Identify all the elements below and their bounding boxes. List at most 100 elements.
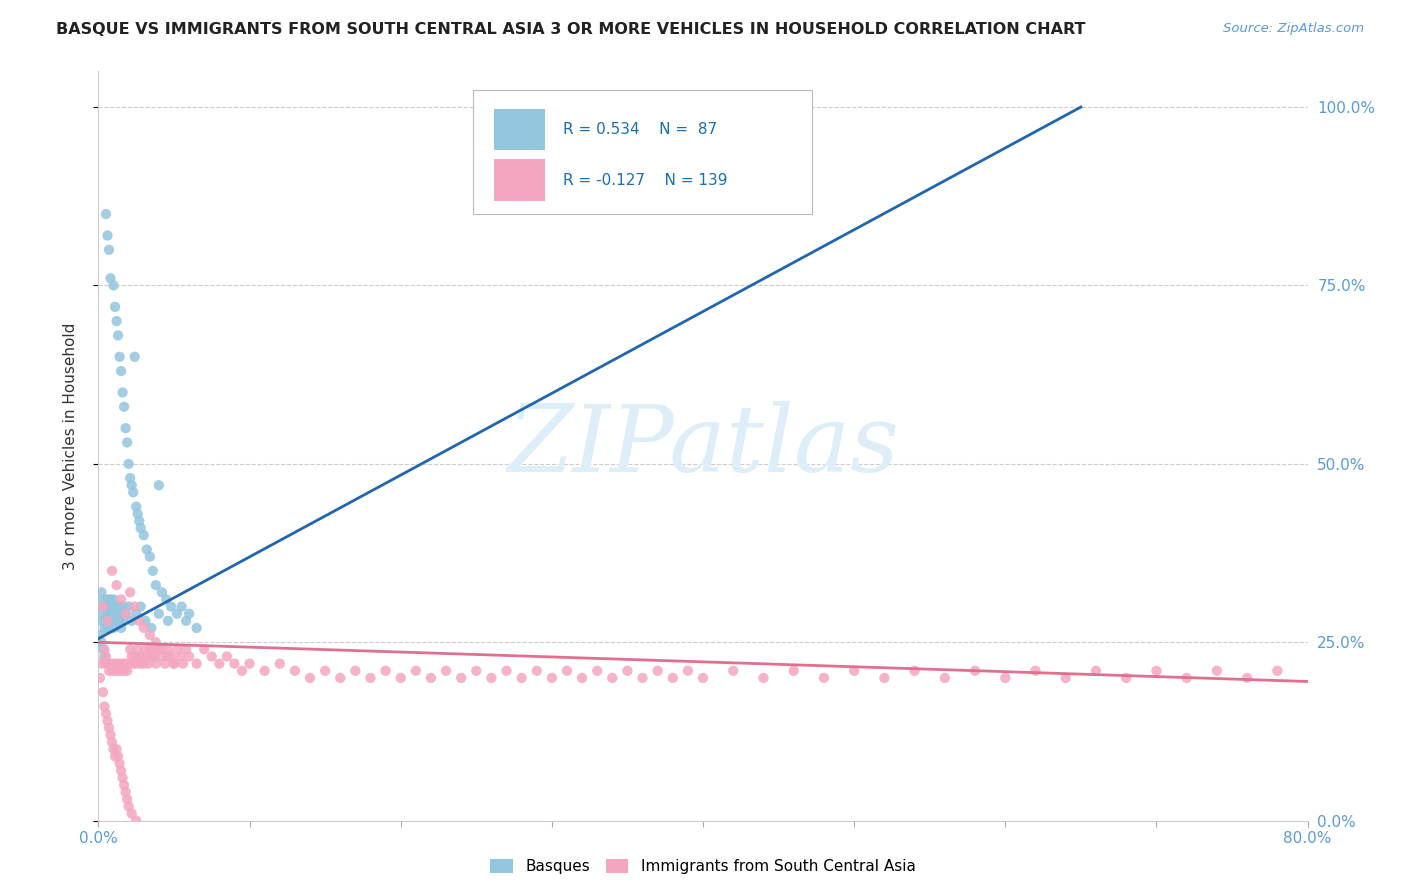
Point: [145, 635, 167, 649]
Point: [150, 642, 173, 657]
Point: [111, 385, 134, 400]
Point: [136, 657, 159, 671]
Point: [139, 642, 162, 657]
Point: [98, 721, 121, 735]
Point: [186, 621, 208, 635]
Point: [284, 664, 307, 678]
Point: [105, 599, 128, 614]
Point: [107, 614, 129, 628]
Point: [526, 664, 548, 678]
Point: [139, 549, 162, 564]
Point: [239, 657, 262, 671]
Point: [93, 642, 115, 657]
Point: [91, 607, 114, 621]
Point: [98, 599, 121, 614]
Point: [160, 599, 183, 614]
Point: [89, 599, 111, 614]
Point: [647, 664, 669, 678]
Point: [510, 671, 533, 685]
Point: [98, 621, 121, 635]
Point: [1175, 671, 1198, 685]
Point: [692, 671, 714, 685]
Point: [110, 607, 132, 621]
Point: [108, 607, 131, 621]
Point: [121, 806, 143, 821]
Point: [94, 599, 117, 614]
Point: [172, 657, 194, 671]
FancyBboxPatch shape: [494, 109, 544, 151]
Point: [115, 435, 138, 450]
Point: [783, 664, 806, 678]
Text: Source: ZipAtlas.com: Source: ZipAtlas.com: [1223, 22, 1364, 36]
Point: [127, 642, 149, 657]
Point: [101, 664, 124, 678]
Point: [105, 742, 128, 756]
Point: [90, 635, 112, 649]
Point: [132, 657, 155, 671]
Point: [135, 649, 157, 664]
Point: [131, 649, 153, 664]
Point: [844, 664, 866, 678]
Point: [156, 642, 179, 657]
Point: [100, 592, 122, 607]
Point: [104, 664, 127, 678]
Point: [115, 664, 138, 678]
Point: [110, 664, 132, 678]
Point: [166, 642, 188, 657]
Point: [114, 607, 136, 621]
Point: [169, 649, 191, 664]
Point: [360, 671, 382, 685]
Legend: Basques, Immigrants from South Central Asia: Basques, Immigrants from South Central A…: [484, 853, 922, 880]
Point: [873, 671, 896, 685]
Point: [96, 607, 118, 621]
Point: [98, 614, 121, 628]
Point: [179, 649, 201, 664]
Point: [100, 728, 122, 742]
Point: [118, 657, 141, 671]
Point: [90, 585, 112, 599]
Point: [129, 657, 152, 671]
Point: [299, 671, 322, 685]
Point: [110, 592, 132, 607]
Text: R = 0.534    N =  87: R = 0.534 N = 87: [562, 122, 717, 137]
Point: [124, 599, 146, 614]
Point: [231, 664, 253, 678]
Point: [96, 714, 118, 728]
Point: [420, 671, 443, 685]
Point: [269, 657, 291, 671]
Point: [96, 657, 118, 671]
Point: [170, 599, 193, 614]
Point: [104, 607, 127, 621]
Point: [101, 599, 124, 614]
Point: [142, 564, 165, 578]
Point: [100, 607, 122, 621]
Point: [555, 664, 578, 678]
Point: [103, 621, 125, 635]
Point: [155, 592, 177, 607]
Point: [122, 485, 145, 500]
Point: [111, 614, 134, 628]
Point: [107, 749, 129, 764]
Point: [193, 642, 215, 657]
Point: [98, 243, 121, 257]
Point: [124, 350, 146, 364]
Point: [101, 607, 124, 621]
Point: [495, 664, 517, 678]
Point: [132, 528, 155, 542]
Point: [105, 314, 128, 328]
Point: [128, 614, 150, 628]
FancyBboxPatch shape: [494, 160, 544, 201]
Point: [141, 649, 163, 664]
Point: [114, 607, 136, 621]
Point: [134, 614, 156, 628]
Point: [105, 607, 128, 621]
Point: [148, 478, 170, 492]
Point: [127, 507, 149, 521]
Point: [112, 778, 135, 792]
Point: [125, 814, 148, 828]
Point: [104, 749, 127, 764]
Point: [1144, 664, 1167, 678]
Point: [107, 664, 129, 678]
Point: [112, 664, 135, 678]
Point: [96, 228, 118, 243]
